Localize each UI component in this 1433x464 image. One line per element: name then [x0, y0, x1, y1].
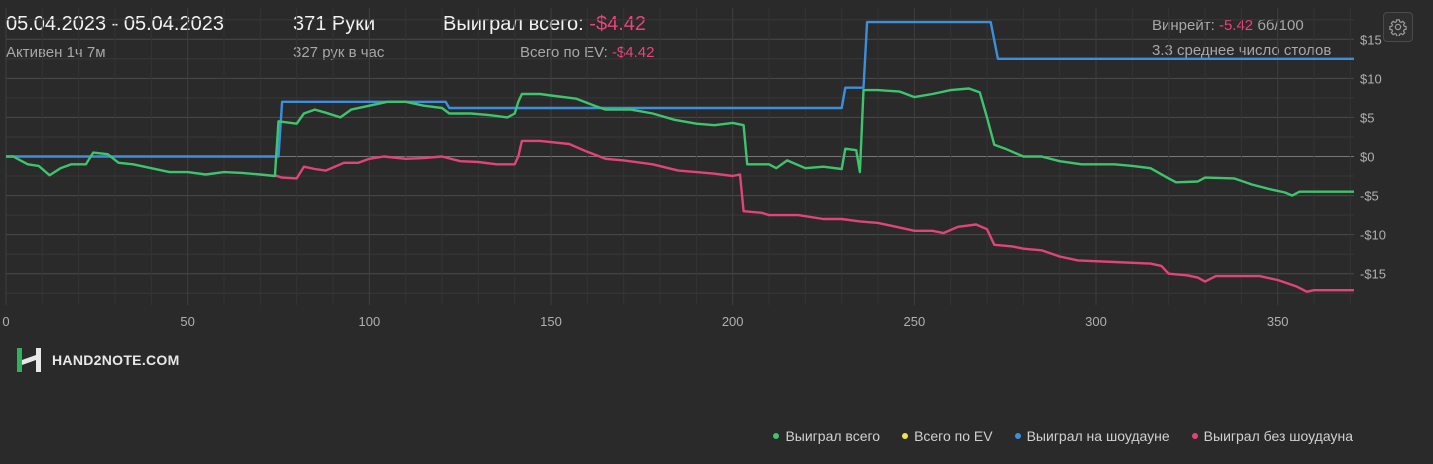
series-line-2	[6, 20, 1354, 158]
legend-item-showdown[interactable]: Выиграл на шоудауне	[1014, 428, 1170, 444]
ev-total: Всего по EV: -$4.42	[520, 44, 654, 61]
legend-dot-showdown	[1014, 433, 1021, 439]
settings-button[interactable]	[1383, 12, 1413, 42]
y-tick-label: -$5	[1360, 189, 1379, 204]
x-axis-ticks: 0 50 100 150 200 250 300 350	[2, 314, 1288, 329]
y-tick-label: $5	[1360, 110, 1374, 125]
y-tick-label: -$10	[1360, 228, 1386, 243]
y-tick-label: $15	[1360, 32, 1382, 47]
legend-dot-won-total	[773, 433, 780, 439]
profit-chart: $15 $10 $5 $0 -$5 -$10 -$15 0 50 100 150 200 250 300…	[2, 8, 1386, 329]
legend-dot-non-showdown	[1191, 433, 1198, 439]
x-tick-label: 300	[1085, 314, 1107, 329]
ev-total-label: Всего по EV:	[520, 44, 608, 61]
x-tick-label: 350	[1267, 314, 1289, 329]
gear-icon	[1389, 19, 1407, 36]
y-axis-ticks: $15 $10 $5 $0 -$5 -$10 -$15	[1360, 32, 1386, 281]
legend-dot-ev-total	[902, 433, 909, 439]
y-tick-label: $0	[1360, 150, 1374, 165]
x-tick-label: 0	[2, 314, 9, 329]
x-tick-label: 100	[358, 314, 380, 329]
hand2note-logo: HAND2NOTE.COM	[14, 345, 180, 375]
x-tick-label: 150	[540, 314, 562, 329]
hands-per-hour: 327 рук в час	[293, 44, 385, 61]
hand2note-logo-icon	[17, 348, 41, 372]
logo-text: HAND2NOTE.COM	[52, 352, 180, 368]
series-line-0	[6, 87, 1354, 197]
winrate-unit: бб/100	[1257, 17, 1304, 34]
chart-lines	[6, 20, 1354, 293]
hands-count: 371 Руки	[293, 13, 376, 35]
legend-label-non-showdown: Выиграл без шоудауна	[1203, 428, 1353, 444]
legend-item-won-total[interactable]: Выиграл всего	[773, 428, 880, 444]
winrate: Винрейт: -5.42 бб/100	[1152, 17, 1304, 34]
legend-item-non-showdown[interactable]: Выиграл без шоудауна	[1191, 428, 1353, 444]
x-tick-label: 200	[722, 314, 744, 329]
chart-legend: Выиграл всего Всего по EV Выиграл на шоу…	[773, 428, 1353, 444]
winrate-value: -5.42	[1218, 17, 1254, 34]
x-tick-label: 250	[904, 314, 926, 329]
series-line-3	[274, 139, 1354, 293]
x-tick-label: 50	[180, 314, 194, 329]
winrate-label: Винрейт:	[1152, 17, 1215, 34]
ev-total-value: -$4.42	[611, 44, 655, 61]
legend-label-won-total: Выиграл всего	[785, 428, 881, 444]
active-time: Активен 1ч 7м	[6, 44, 106, 61]
y-tick-label: -$15	[1360, 267, 1386, 282]
legend-label-ev-total: Всего по EV	[914, 428, 993, 444]
y-tick-label: $10	[1360, 71, 1382, 86]
won-total-value: -$4.42	[589, 13, 646, 35]
legend-label-showdown: Выиграл на шоудауне	[1026, 428, 1170, 444]
legend-item-ev-total[interactable]: Всего по EV	[902, 428, 993, 444]
